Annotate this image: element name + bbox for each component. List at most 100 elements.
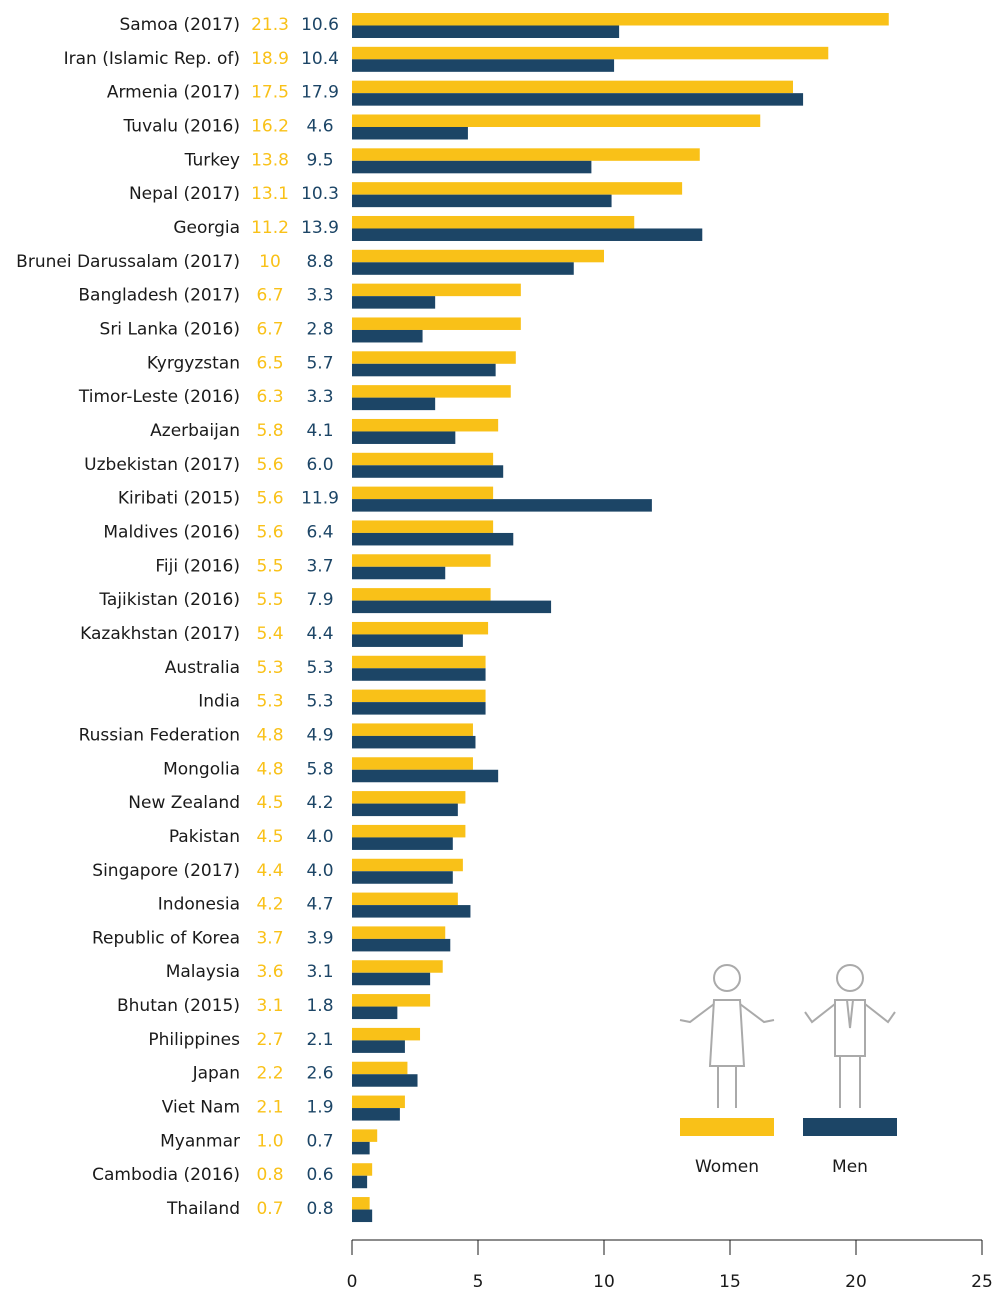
value-label: 10.4: [301, 49, 339, 69]
bar: [352, 723, 473, 736]
value-label: 4.8: [256, 725, 283, 745]
value-label: 21.3: [251, 15, 289, 35]
value-label: 4.4: [306, 624, 333, 644]
x-tick-label: 5: [473, 1272, 484, 1291]
x-tick-label: 25: [971, 1272, 993, 1291]
value-label: 7.9: [306, 590, 333, 610]
bar: [352, 59, 615, 72]
bar: [352, 532, 514, 546]
bar: [352, 600, 552, 614]
category-label: Mongolia: [163, 759, 240, 779]
category-label: Cambodia (2016): [92, 1165, 240, 1185]
bar: [352, 757, 473, 770]
value-label: 3.1: [306, 962, 333, 982]
category-label: Malaysia: [166, 962, 240, 982]
bar: [352, 769, 499, 783]
category-label: Australia: [165, 658, 240, 678]
x-tick-label: 0: [347, 1272, 358, 1291]
value-label: 6.7: [256, 319, 283, 339]
bar: [352, 46, 829, 60]
bar: [352, 317, 521, 330]
category-label: Iran (Islamic Rep. of): [64, 49, 240, 69]
value-label: 5.6: [256, 522, 283, 542]
legend-swatch: [680, 1118, 774, 1136]
value-label: 5.3: [256, 658, 283, 678]
bar: [352, 486, 494, 500]
bar: [352, 1040, 405, 1053]
value-label: 6.4: [306, 522, 333, 542]
value-label: 3.7: [256, 928, 283, 948]
value-label: 4.4: [256, 861, 283, 881]
bar: [352, 791, 466, 804]
bar: [352, 1163, 373, 1176]
bar: [352, 160, 592, 174]
bar: [352, 938, 451, 952]
category-label: India: [198, 692, 240, 712]
value-label: 1.0: [256, 1131, 283, 1151]
category-label: Azerbaijan: [150, 421, 240, 441]
bar: [352, 655, 486, 669]
bar: [352, 148, 700, 161]
bar: [352, 689, 486, 703]
value-label: 2.8: [306, 319, 333, 339]
value-label: 18.9: [251, 49, 289, 69]
category-label: Japan: [192, 1064, 240, 1084]
bar: [352, 25, 620, 38]
bar: [352, 249, 604, 263]
category-label: Timor-Leste (2016): [78, 387, 240, 407]
category-label: Philippines: [148, 1030, 240, 1050]
bar: [352, 351, 516, 364]
bar: [352, 499, 652, 512]
bar: [352, 397, 436, 411]
bar: [352, 803, 458, 817]
legend-swatch: [803, 1118, 897, 1136]
bar: [352, 283, 521, 297]
bar: [352, 1175, 368, 1189]
category-label: Indonesia: [158, 895, 240, 915]
man-icon: [804, 964, 896, 1108]
category-label: Kiribati (2015): [118, 489, 240, 509]
value-label: 0.7: [256, 1199, 283, 1219]
value-label: 17.9: [301, 83, 339, 103]
bar: [352, 668, 486, 681]
category-label: Singapore (2017): [92, 861, 240, 881]
value-label: 2.2: [256, 1064, 283, 1084]
legend-label: Women: [695, 1157, 759, 1177]
value-label: 2.6: [306, 1064, 333, 1084]
bar: [352, 1074, 418, 1087]
bar: [352, 735, 476, 749]
value-label: 9.5: [306, 150, 333, 170]
bar: [352, 465, 504, 478]
bar: [352, 634, 463, 647]
category-label: Brunei Darussalam (2017): [16, 252, 240, 272]
value-label: 0.8: [306, 1199, 333, 1219]
value-label: 5.3: [256, 692, 283, 712]
value-label: 10.6: [301, 15, 339, 35]
value-label: 17.5: [251, 83, 289, 103]
bar: [352, 329, 423, 343]
x-tick-label: 15: [719, 1272, 741, 1291]
bar: [352, 520, 494, 533]
value-label: 5.5: [256, 590, 283, 610]
value-label: 4.1: [306, 421, 333, 441]
value-label: 3.3: [306, 286, 333, 306]
value-label: 2.1: [256, 1098, 283, 1118]
bar: [352, 296, 436, 309]
value-label: 5.3: [306, 692, 333, 712]
category-label: Russian Federation: [79, 725, 240, 745]
category-label: Pakistan: [169, 827, 240, 847]
bar: [352, 837, 453, 850]
value-label: 10: [259, 252, 281, 272]
bar: [352, 126, 468, 140]
value-label: 3.9: [306, 928, 333, 948]
value-label: 4.5: [256, 793, 283, 813]
bar: [352, 215, 635, 229]
category-label: Bangladesh (2017): [78, 286, 240, 306]
value-label: 4.6: [306, 116, 333, 136]
value-label: 11.2: [251, 218, 289, 238]
value-label: 0.7: [306, 1131, 333, 1151]
bar: [352, 702, 486, 715]
bar: [352, 994, 431, 1007]
bar: [352, 1027, 421, 1041]
